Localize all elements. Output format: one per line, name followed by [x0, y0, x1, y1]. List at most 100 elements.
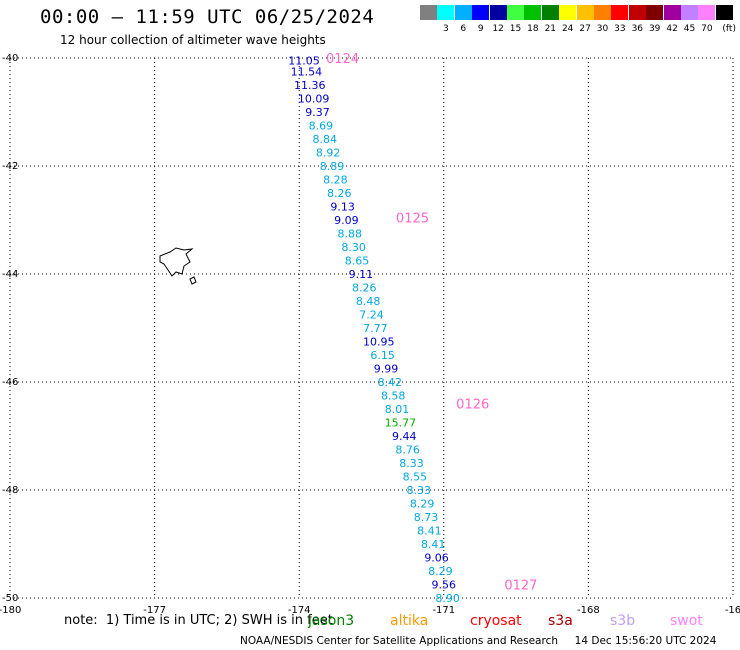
legend-swatch	[576, 5, 594, 20]
legend-swatch	[698, 5, 716, 20]
satellite-label: cryosat	[470, 613, 522, 629]
swh-value-label: 8.41	[417, 525, 442, 538]
legend-unit: (ft)	[722, 24, 736, 34]
time-label: 0126	[456, 398, 489, 413]
lon-tick-label: -180	[0, 605, 21, 616]
legend-swatch	[437, 5, 455, 20]
credit-line: NOAA/NESDIS Center for Satellite Applica…	[240, 635, 717, 647]
legend-label: 70	[701, 24, 713, 34]
swh-value-label: 8.30	[341, 241, 366, 254]
swh-value-label: 8.42	[378, 376, 403, 389]
lon-tick-label: -168	[577, 605, 600, 616]
swh-value-label: 8.41	[421, 538, 446, 551]
legend-label: 33	[614, 24, 626, 34]
legend-label: 30	[596, 24, 609, 34]
legend-label: 27	[579, 24, 591, 34]
swh-value-label: 8.65	[345, 255, 370, 268]
lon-tick-label: -177	[143, 605, 166, 616]
lat-tick-label: -44	[2, 269, 18, 280]
swh-value-label: 9.09	[334, 214, 359, 227]
swh-value-label: 8.55	[403, 471, 428, 484]
swh-value-label: 8.76	[395, 444, 420, 457]
legend-swatch	[524, 5, 542, 20]
swh-value-label: 8.26	[327, 187, 352, 200]
legend-label: 24	[561, 24, 574, 34]
swh-value-label: 11.05	[288, 55, 320, 68]
swh-value-label: 8.01	[385, 403, 410, 416]
legend-label: 39	[648, 24, 661, 34]
swh-value-label: 8.84	[312, 133, 337, 146]
legend-label: 15	[509, 24, 522, 34]
swh-value-label: 8.26	[352, 282, 377, 295]
legend-label: 6	[460, 24, 467, 34]
lat-tick-label: -46	[2, 377, 18, 388]
legend-swatch	[559, 5, 577, 20]
legend-swatch	[594, 5, 611, 20]
swh-value-label: 7.24	[359, 309, 384, 322]
footer-note: note: 1) Time is in UTC; 2) SWH is in fe…	[64, 613, 333, 628]
lat-tick-label: -48	[2, 485, 18, 496]
swh-value-label: 9.13	[330, 201, 355, 214]
legend-swatch	[663, 5, 681, 20]
lat-tick-label: -42	[2, 161, 18, 172]
swh-value-label: 8.69	[309, 120, 334, 133]
swh-value-label: 11.36	[294, 79, 326, 92]
swh-value-label: 8.29	[410, 498, 435, 511]
legend-swatch	[715, 5, 733, 20]
swh-value-label: 10.09	[298, 93, 330, 106]
satellite-label: altika	[390, 613, 429, 629]
swh-value-label: 9.56	[432, 579, 457, 592]
time-label: 0124	[326, 52, 359, 67]
lat-tick-label: -50	[2, 593, 18, 604]
swh-value-label: 7.77	[363, 322, 388, 335]
swh-value-label: 9.99	[374, 363, 399, 376]
legend-swatch	[611, 5, 629, 20]
legend-label: 12	[492, 24, 504, 34]
swh-value-label: 9.06	[424, 552, 449, 565]
swh-value-label: 8.73	[414, 511, 439, 524]
legend-swatch	[541, 5, 559, 20]
lon-tick-label: -16	[725, 605, 740, 616]
lon-tick-label: -174	[288, 605, 311, 616]
satellite-label: s3a	[548, 613, 573, 629]
swh-value-label: 8.58	[381, 390, 406, 403]
legend-swatch	[646, 5, 664, 20]
swh-value-label: 8.90	[435, 592, 460, 605]
swh-value-label: 8.88	[338, 228, 363, 241]
legend-swatch	[681, 5, 698, 20]
lon-tick-label: -171	[432, 605, 455, 616]
time-label: 0127	[504, 579, 537, 594]
swh-value-label: 8.89	[320, 160, 345, 173]
swh-value-label: 15.77	[385, 417, 417, 430]
swh-value-label: 6.15	[370, 349, 395, 362]
swh-value-label: 8.33	[406, 484, 431, 497]
islet-outline	[189, 276, 197, 285]
swh-value-label: 8.33	[399, 457, 424, 470]
lat-tick-label: -40	[2, 53, 18, 64]
page-title: 00:00 – 11:59 UTC 06/25/2024	[40, 6, 375, 28]
swh-value-label: 11.54	[291, 66, 323, 79]
swh-value-label: 8.28	[323, 174, 348, 187]
page-subtitle: 12 hour collection of altimeter wave hei…	[60, 33, 326, 47]
satellite-label: swot	[670, 613, 703, 629]
legend-swatch	[628, 5, 646, 20]
legend-swatch	[507, 5, 524, 20]
legend-label: 18	[527, 24, 539, 34]
time-label: 0125	[396, 211, 429, 226]
swh-value-label: 9.37	[305, 106, 330, 119]
island-outline	[159, 247, 194, 277]
legend-swatch	[420, 5, 437, 20]
legend-label: 45	[683, 24, 696, 34]
legend-label: 3	[443, 24, 449, 34]
legend-label: 42	[666, 24, 678, 34]
swh-value-label: 8.92	[316, 147, 341, 160]
swh-value-label: 8.29	[428, 565, 453, 578]
swh-value-label: 10.95	[363, 336, 395, 349]
swh-value-label: 9.44	[392, 430, 417, 443]
legend-swatch	[489, 5, 507, 20]
satellite-label: s3b	[610, 613, 636, 629]
swh-value-label: 8.48	[356, 295, 381, 308]
legend-label: 36	[631, 24, 644, 34]
legend-swatch	[454, 5, 472, 20]
